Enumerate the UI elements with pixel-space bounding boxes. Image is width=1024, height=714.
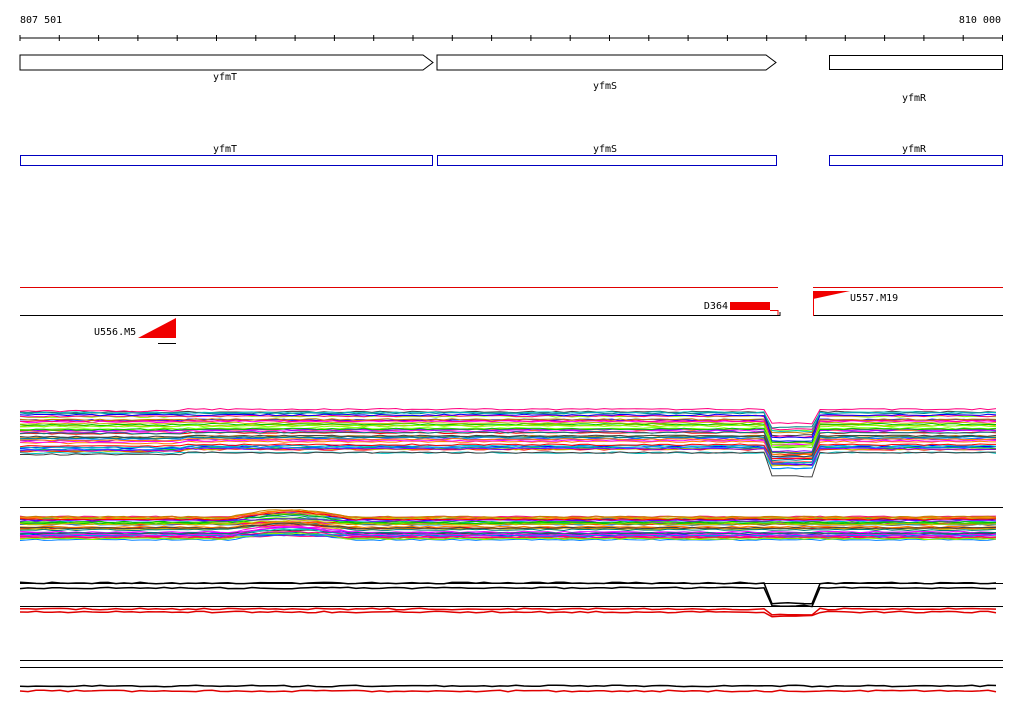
expression-trace [19, 530, 997, 538]
expression-trace [19, 421, 997, 445]
expression-trace [19, 427, 997, 444]
cds-box [829, 155, 1003, 166]
expression-trace [19, 419, 997, 438]
cds-box [20, 155, 433, 166]
expression-trace [19, 431, 997, 455]
feature-label: D364 [704, 301, 728, 312]
expression-trace [20, 435, 997, 462]
expression-trace [19, 522, 997, 532]
expression-trace [19, 446, 997, 470]
expression-trace [19, 437, 997, 457]
expression-trace [19, 532, 997, 541]
expression-trace [19, 531, 996, 535]
expression-trace [19, 424, 997, 447]
gene-label: yfmR [902, 93, 927, 104]
cds-box [437, 155, 777, 166]
ruler-start: 807 501 [20, 15, 62, 26]
expression-trace [19, 522, 997, 530]
expression-trace [19, 581, 997, 605]
expression-trace [19, 439, 997, 460]
expression-trace [19, 610, 997, 618]
feature-d364 [730, 302, 770, 310]
expression-trace [19, 525, 997, 534]
expression-trace [19, 411, 997, 433]
expression-trace [19, 407, 997, 425]
expression-trace [19, 689, 997, 693]
cds-label: yfmR [902, 144, 927, 155]
expression-trace [19, 451, 996, 478]
expression-trace [19, 413, 997, 439]
expression-trace [19, 447, 997, 466]
gene-arrow [829, 55, 1003, 70]
ruler-end: 810 000 [959, 15, 1001, 26]
expression-trace [19, 443, 996, 460]
cds-label: yfmS [593, 144, 617, 155]
expression-trace [19, 519, 997, 526]
gene-arrow [436, 54, 777, 71]
expression-trace [19, 586, 997, 608]
feature-label: U557.M19 [850, 293, 898, 304]
feature-label: U556.M5 [94, 327, 136, 338]
expression-trace [19, 418, 997, 434]
expression-traces [19, 407, 997, 693]
track-line [20, 312, 1003, 316]
expression-trace [19, 513, 997, 524]
expression-trace [19, 422, 996, 449]
expression-trace [19, 444, 997, 464]
gene-arrow [19, 54, 434, 71]
cds-label: yfmT [213, 144, 237, 155]
expression-trace [19, 521, 997, 529]
gene-label: yfmS [593, 81, 617, 92]
expression-trace [20, 509, 997, 519]
gene-label: yfmT [213, 72, 237, 83]
expression-trace [19, 684, 997, 688]
expression-trace [19, 526, 997, 537]
expression-trace [19, 511, 997, 521]
feature-u556 [138, 318, 176, 338]
expression-trace [19, 518, 997, 522]
ruler-ticks [19, 35, 1003, 41]
feature-u557 [813, 291, 850, 299]
expression-trace [19, 434, 997, 458]
feature-tail [770, 310, 779, 315]
expression-trace [19, 607, 997, 616]
